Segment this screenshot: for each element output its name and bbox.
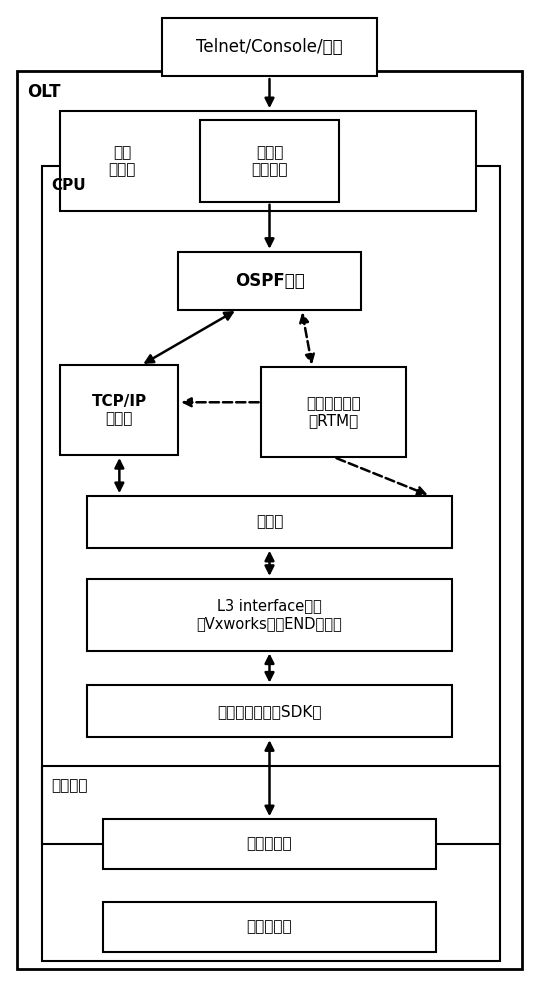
Bar [103, 902, 436, 952]
Text: Telnet/Console/网管: Telnet/Console/网管 [196, 38, 343, 56]
Text: L3 interface建模
（Vxworks中的END驱动）: L3 interface建模 （Vxworks中的END驱动） [197, 598, 342, 631]
Text: 配置
适配层: 配置 适配层 [108, 145, 136, 177]
Text: 二层转发表: 二层转发表 [247, 837, 292, 852]
Bar [42, 766, 500, 961]
Bar [60, 365, 178, 455]
Bar [162, 18, 377, 76]
Text: 命令行
处理模块: 命令行 处理模块 [251, 145, 288, 177]
Bar [261, 367, 406, 457]
Bar [103, 819, 436, 869]
Text: CPU: CPU [51, 178, 86, 193]
Text: 复用层: 复用层 [256, 514, 283, 529]
Bar [87, 685, 452, 737]
Text: 三层转发表: 三层转发表 [247, 919, 292, 934]
Text: 路由管理模块
（RTM）: 路由管理模块 （RTM） [307, 396, 361, 428]
Text: OSPF模块: OSPF模块 [234, 272, 305, 290]
Bar [87, 496, 452, 548]
Text: 交换芯片: 交换芯片 [51, 778, 88, 793]
Bar [42, 166, 500, 844]
Bar [178, 252, 361, 310]
Text: TCP/IP
协议栈: TCP/IP 协议栈 [92, 394, 147, 426]
Text: OLT: OLT [27, 83, 60, 101]
Text: 交换芯片驱动（SDK）: 交换芯片驱动（SDK） [217, 704, 322, 719]
Bar [87, 579, 452, 651]
Bar [60, 111, 476, 211]
Bar [200, 120, 339, 202]
